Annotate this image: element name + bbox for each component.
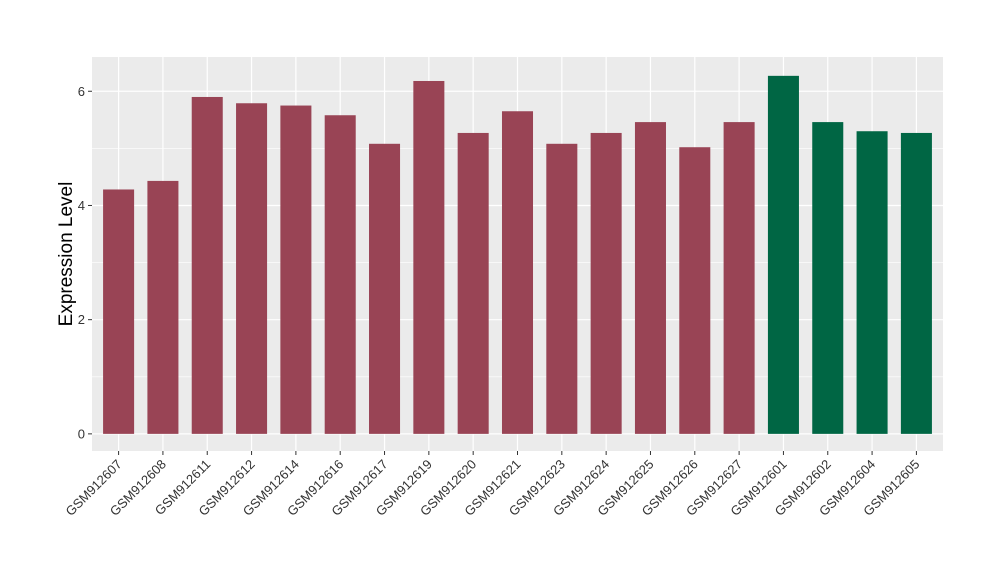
bar (369, 143, 401, 434)
bar (457, 132, 489, 434)
bar (191, 96, 223, 434)
bar (546, 143, 578, 434)
bar (900, 132, 932, 434)
bar (324, 115, 356, 434)
bar (634, 122, 666, 434)
bar (147, 180, 179, 434)
bar (501, 111, 534, 434)
y-axis-title: Expression Level (56, 182, 77, 327)
bar (812, 122, 844, 434)
bar (767, 75, 799, 434)
y-tick-label: 0 (78, 426, 85, 441)
y-tick-label: 2 (78, 312, 85, 327)
y-tick-label: 6 (78, 84, 85, 99)
bar (413, 80, 445, 434)
bar (280, 105, 312, 434)
bar (590, 132, 622, 434)
bar (103, 189, 135, 434)
bar (236, 103, 268, 434)
y-tick-label: 4 (78, 198, 85, 213)
y-axis: 0 2 4 6 (78, 84, 92, 441)
x-axis: GSM912607GSM912608GSM912611GSM912612GSM9… (62, 451, 923, 519)
bar (723, 122, 755, 434)
bar (856, 131, 888, 434)
bar (679, 147, 711, 434)
bars (103, 75, 932, 434)
